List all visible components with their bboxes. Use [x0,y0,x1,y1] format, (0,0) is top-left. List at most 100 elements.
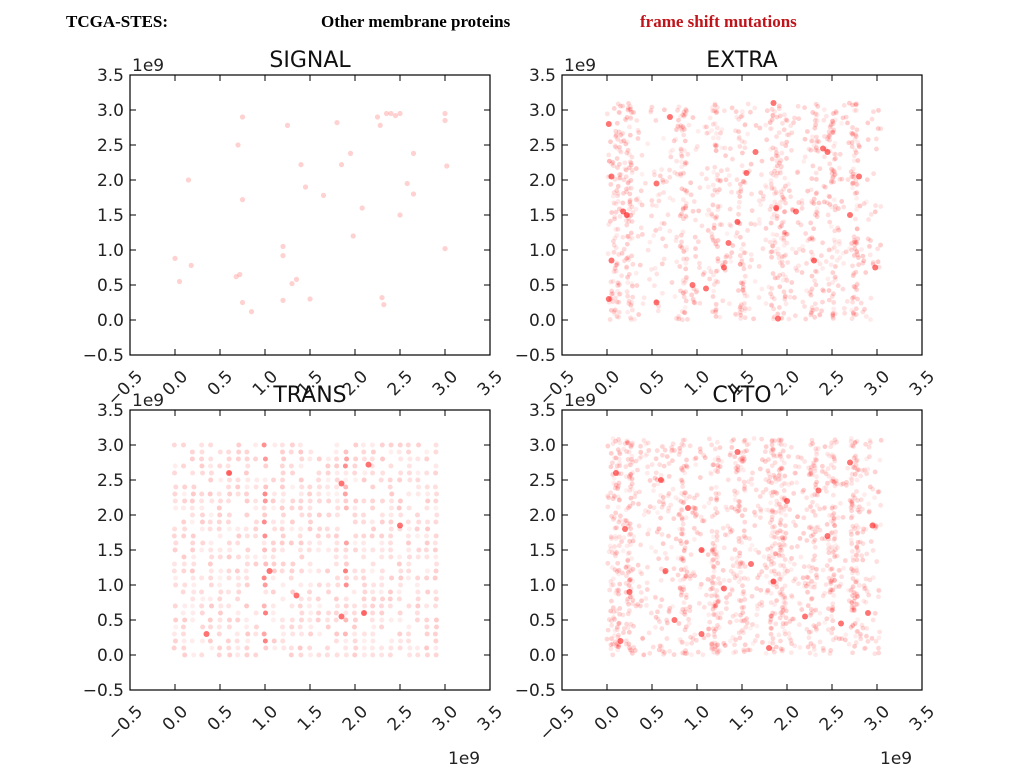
extra-point [653,227,659,233]
cyto-point [712,457,718,463]
cyto-point [682,490,688,496]
trans-point [343,596,349,602]
trans-point [208,547,214,553]
extra-point [776,160,782,166]
trans-point [199,449,205,455]
trans-point [387,484,393,490]
signal-ytick-label: 2.5 [97,136,124,156]
cyto-point [784,568,790,574]
extra-point [745,131,751,137]
extra-point [850,102,855,108]
extra-point [831,151,837,157]
trans-point [397,442,403,448]
trans-point [406,624,412,630]
trans-point [398,638,404,644]
cyto-point [714,497,719,503]
cyto-point [782,595,788,601]
extra-point [622,258,627,264]
trans-point [334,463,340,469]
extra-point [681,249,687,255]
extra-point [689,282,696,288]
cyto-point [772,524,777,529]
extra-point [715,268,720,274]
cyto-point [681,558,686,564]
trans-point [432,540,438,546]
cyto-point [831,511,837,516]
cyto-point [657,462,663,468]
cyto-point [658,493,664,498]
extra-point [774,213,780,219]
cyto-point [659,626,665,631]
extra-point [615,226,621,232]
cyto-point [651,505,657,511]
trans-point [361,519,367,525]
cyto-point [878,522,884,528]
extra-point [809,286,815,292]
extra-point [683,289,688,295]
trans-point [225,589,231,595]
cyto-point [680,521,686,527]
extra-point [688,180,694,186]
cyto-point [782,442,788,448]
cyto-point [692,537,697,542]
cyto-point [782,481,788,486]
cyto-point [710,626,716,632]
extra-point [742,139,748,145]
cyto-point [693,506,699,511]
trans-point [279,519,285,525]
extra-point [851,153,857,159]
cyto-point [617,460,623,466]
extra-point [670,197,676,203]
cyto-point [801,515,807,521]
extra-point [802,154,808,160]
extra-point [742,121,748,127]
cyto-point [850,443,855,448]
cyto-point [779,465,785,471]
cyto-point [626,462,632,467]
trans-point [398,456,404,462]
extra-point [660,236,666,242]
cyto-point [727,638,733,644]
cyto-ytick-label: −0.5 [515,681,556,701]
cyto-point [770,489,776,495]
extra-point [769,170,774,176]
trans-point [190,617,196,623]
cyto-point [679,531,684,537]
cyto-point [683,624,689,630]
extra-point [605,251,611,257]
extra-point [704,176,709,182]
cyto-point [664,620,670,626]
extra-point [802,304,807,309]
extra-point [824,200,830,206]
extra-point [853,108,859,113]
trans-point [280,470,286,476]
cyto-point [679,531,685,537]
extra-point [723,254,729,260]
cyto-point [673,495,679,501]
extra-point [604,111,610,117]
trans-point [342,568,348,574]
trans-point [289,442,295,448]
extra-point [704,130,710,136]
cyto-ytick-label: 0.5 [529,611,556,631]
cyto-point [705,626,711,632]
cyto-point [670,603,676,609]
trans-point [338,480,345,487]
cyto-point [789,593,794,599]
cyto-point [727,592,733,597]
cyto-point [824,616,830,622]
cyto-point [693,455,699,461]
cyto-point [811,623,817,629]
cyto-point [771,561,777,566]
cyto-point [825,466,831,472]
extra-point [712,108,717,114]
cyto-point [838,482,844,487]
cyto-point [812,456,818,462]
extra-point [830,111,836,116]
cyto-point [851,444,856,449]
trans-xtick-label: 2.5 [384,702,417,735]
extra-point [614,260,620,266]
cyto-point [779,483,784,489]
trans-point [270,603,276,609]
trans-point [387,596,393,602]
